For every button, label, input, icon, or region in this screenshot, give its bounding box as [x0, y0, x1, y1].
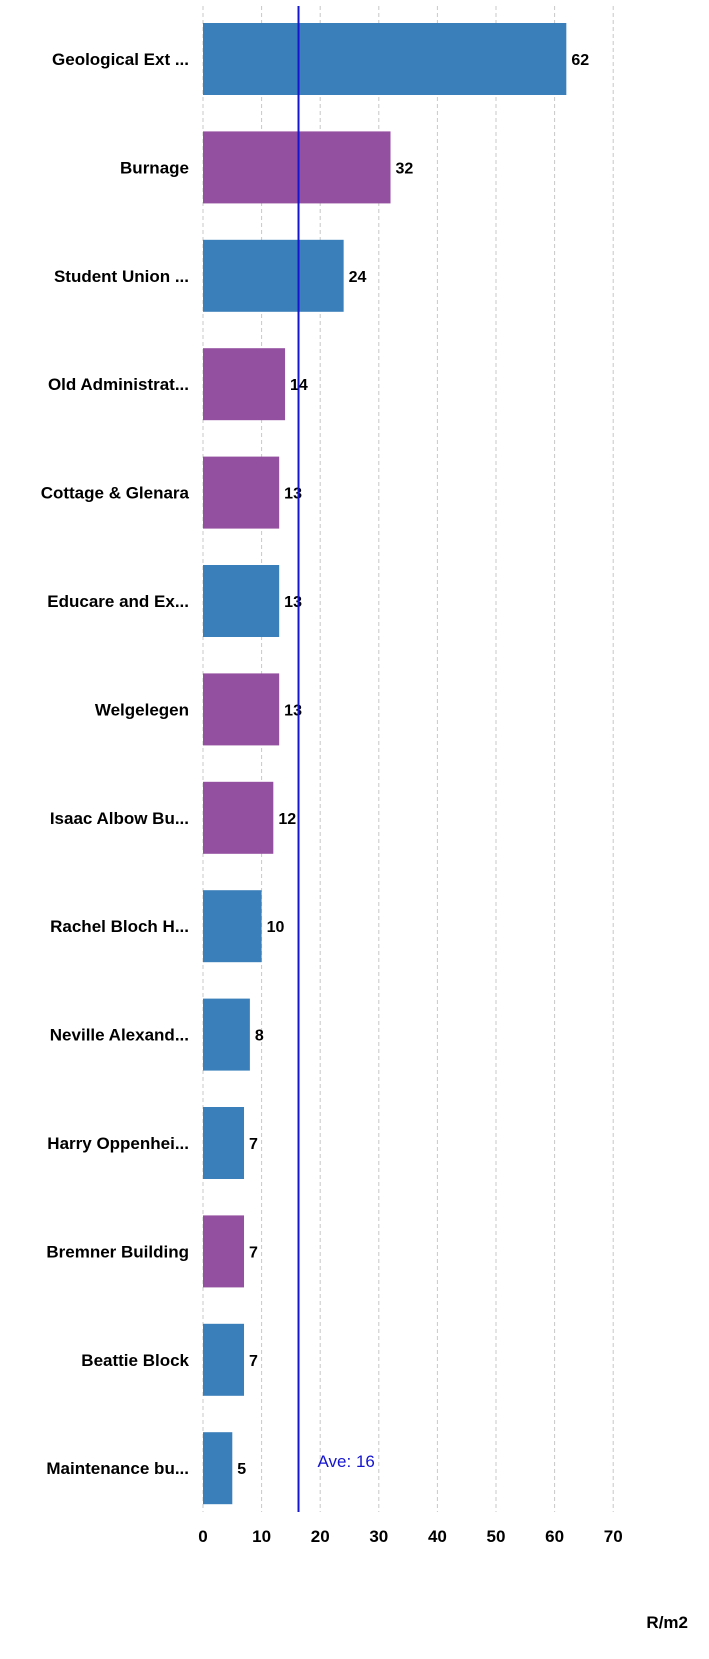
gridlines — [202, 6, 614, 1512]
data-label: 7 — [249, 1244, 258, 1261]
x-tick-label: 50 — [487, 1527, 506, 1546]
category-label: Old Administrat... — [48, 375, 189, 394]
data-label: 32 — [396, 160, 414, 177]
reference-line-group: Ave: 16 — [297, 6, 375, 1512]
data-label: 7 — [249, 1353, 258, 1370]
bar — [203, 565, 280, 637]
category-label: Neville Alexand... — [50, 1026, 189, 1045]
bar — [203, 673, 280, 746]
bar — [203, 1323, 245, 1396]
x-tick-label: 70 — [604, 1527, 623, 1546]
bar — [203, 23, 567, 95]
x-axis-title: R/m2 — [646, 1613, 688, 1632]
x-tick-label: 60 — [545, 1527, 564, 1546]
category-labels: Geological Ext ... Burnage Student Union .… — [41, 50, 190, 1478]
bar — [203, 1215, 245, 1288]
category-label: Harry Oppenhei... — [47, 1134, 189, 1153]
category-label: Geological Ext ... — [52, 50, 189, 69]
average-label: Ave: 16 — [318, 1452, 375, 1471]
category-label: Maintenance bu... — [46, 1459, 189, 1478]
category-label: Cottage & Glenara — [41, 484, 190, 503]
bar — [203, 890, 262, 963]
data-label: 62 — [571, 52, 589, 69]
data-label: 7 — [249, 1136, 258, 1153]
category-label: Student Union ... — [54, 267, 189, 286]
data-label: 8 — [255, 1028, 264, 1045]
x-tick-label: 0 — [198, 1527, 207, 1546]
bar — [203, 998, 250, 1071]
category-label: Welgelegen — [95, 700, 189, 719]
bars — [203, 23, 567, 1505]
bar — [203, 456, 280, 529]
x-tick-labels: 0 10 20 30 40 50 60 70 — [198, 1527, 622, 1546]
bar — [203, 239, 344, 312]
bar — [203, 781, 274, 854]
data-label: 12 — [278, 811, 296, 828]
category-label: Rachel Bloch H... — [50, 917, 189, 936]
x-tick-label: 40 — [428, 1527, 447, 1546]
x-tick-label: 30 — [369, 1527, 388, 1546]
data-label: 24 — [349, 269, 367, 286]
bar — [203, 131, 391, 204]
x-tick-label: 10 — [252, 1527, 271, 1546]
data-label: 10 — [267, 919, 285, 936]
bar — [203, 348, 286, 421]
x-tick-label: 20 — [311, 1527, 330, 1546]
bar — [203, 1107, 245, 1179]
category-label: Bremner Building — [46, 1242, 189, 1261]
data-label: 5 — [237, 1461, 246, 1478]
category-label: Burnage — [120, 158, 189, 177]
category-label: Beattie Block — [81, 1351, 189, 1370]
category-label: Isaac Albow Bu... — [50, 809, 189, 828]
category-label: Educare and Ex... — [47, 592, 189, 611]
bar — [203, 1432, 233, 1505]
